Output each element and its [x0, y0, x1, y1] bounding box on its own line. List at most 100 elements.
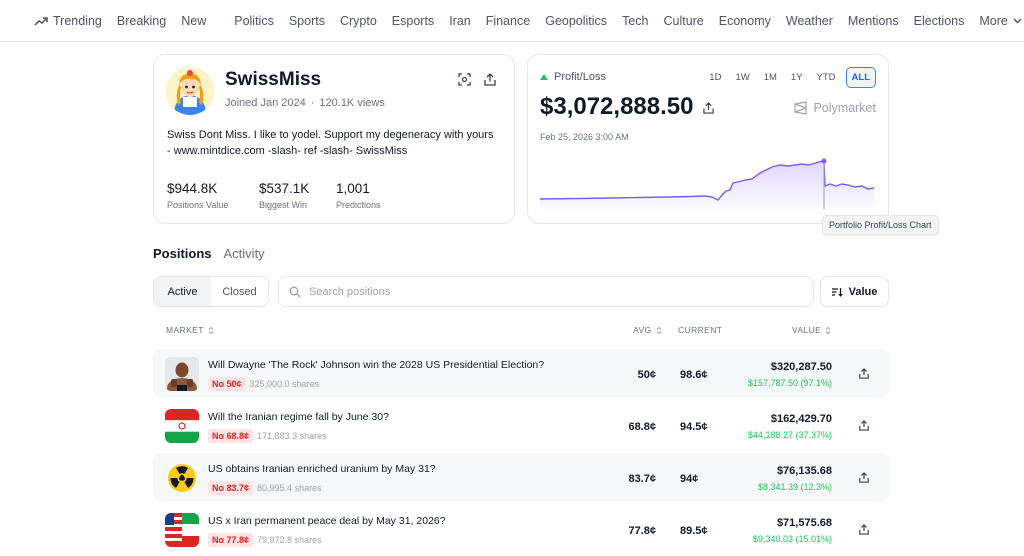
- share-profile-button[interactable]: [482, 71, 498, 87]
- nav-category-elections[interactable]: Elections: [913, 13, 965, 28]
- market-title[interactable]: US x Iran permanent peace deal by May 31…: [208, 515, 446, 527]
- filter-closed-button[interactable]: Closed: [222, 285, 257, 298]
- column-header-market[interactable]: MARKET: [166, 325, 214, 335]
- current-price: 94¢: [680, 473, 699, 485]
- tab-positions[interactable]: Positions: [153, 246, 212, 261]
- nav-category-economy[interactable]: Economy: [718, 13, 771, 28]
- column-header-current[interactable]: CURRENT: [678, 325, 723, 335]
- position-row[interactable]: US x Iran permanent peace deal by May 31…: [153, 505, 889, 553]
- nav-category-tech[interactable]: Tech: [622, 13, 649, 28]
- position-gain: $157,787.50 (97.1%): [747, 378, 832, 388]
- share-icon: [859, 419, 869, 431]
- share-position-button[interactable]: [857, 418, 871, 432]
- position-gain: $8,341.39 (12.3%): [757, 482, 832, 492]
- range-1m[interactable]: 1M: [763, 72, 777, 83]
- search-box: [278, 276, 814, 307]
- nav-category-politics[interactable]: Politics: [234, 13, 274, 28]
- profit-loss-card: Profit/Loss 1D 1W 1M 1Y YTD ALL $3,072,8…: [527, 54, 889, 224]
- market-title[interactable]: US obtains Iranian enriched uranium by M…: [208, 463, 436, 475]
- pnl-chart-line: [540, 160, 875, 201]
- chart-tooltip: Portfolio Profit/Loss Chart: [822, 215, 939, 235]
- range-1d[interactable]: 1D: [709, 72, 722, 83]
- pnl-amount-value: $3,072,888.50: [540, 93, 694, 120]
- nav-category-mentions[interactable]: Mentions: [847, 13, 899, 28]
- nav-category-geopolitics[interactable]: Geopolitics: [545, 13, 608, 28]
- avg-price: 77.8¢: [628, 525, 656, 537]
- nav-trending-label: Trending: [53, 13, 102, 28]
- range-all[interactable]: ALL: [845, 67, 876, 88]
- share-position-button[interactable]: [857, 522, 871, 536]
- stat-value: $537.1K: [259, 181, 310, 196]
- outcome-badge: No 83.7¢: [208, 481, 254, 495]
- stat-predictions: 1,001 Predictions: [336, 181, 381, 210]
- scan-profile-button[interactable]: [456, 71, 472, 87]
- nav-more-label: More: [979, 13, 1008, 28]
- nav-new[interactable]: New: [181, 13, 207, 28]
- pnl-label: Profit/Loss: [540, 71, 606, 83]
- market-title[interactable]: Will Dwayne 'The Rock' Johnson win the 2…: [208, 359, 545, 371]
- share-count: 171,883.3 shares: [257, 431, 327, 441]
- nav-category-finance[interactable]: Finance: [485, 13, 531, 28]
- nav-category-esports[interactable]: Esports: [391, 13, 435, 28]
- share-count: 325,000.0 shares: [249, 379, 320, 389]
- rock-icon: [165, 357, 199, 391]
- position-gain: $44,188.27 (37.37%): [747, 430, 832, 440]
- share-icon: [859, 523, 869, 535]
- scan-icon: [457, 72, 471, 86]
- position-row[interactable]: Will Dwayne 'The Rock' Johnson win the 2…: [153, 349, 889, 397]
- nav-breaking[interactable]: Breaking: [116, 13, 167, 28]
- chevron-down-icon: [1013, 18, 1022, 23]
- stat-label: Predictions: [336, 200, 381, 210]
- position-value: $71,575.68: [776, 517, 832, 529]
- filter-active-button[interactable]: Active: [154, 277, 211, 306]
- sort-toggle-icon: [656, 326, 661, 334]
- stat-label: Positions Value: [167, 200, 229, 210]
- nav-more[interactable]: More: [979, 13, 1022, 28]
- profile-bio: Swiss Dont Miss. I like to yodel. Suppor…: [167, 129, 494, 157]
- position-row[interactable]: US obtains Iranian enriched uranium by M…: [153, 453, 889, 501]
- avatar: [166, 67, 214, 115]
- position-meta: No 77.8¢ 79,972.8 shares: [208, 533, 322, 547]
- pnl-date: Feb 25, 2026 3:00 AM: [540, 132, 629, 142]
- range-selector: 1D 1W 1M 1Y YTD ALL: [695, 67, 876, 88]
- search-input[interactable]: [309, 285, 789, 298]
- share-position-button[interactable]: [857, 470, 871, 484]
- range-1w[interactable]: 1W: [735, 72, 750, 83]
- pnl-chart-area: [540, 161, 874, 209]
- column-header-avg[interactable]: AVG: [633, 325, 662, 335]
- brand-name: Polymarket: [813, 101, 876, 115]
- position-value: $320,287.50: [770, 361, 832, 373]
- share-count: 80,995.4 shares: [257, 483, 322, 493]
- nav-category-weather[interactable]: Weather: [785, 13, 833, 28]
- position-row[interactable]: Will the Iranian regime fall by June 30?…: [153, 401, 889, 449]
- share-count: 79,972.8 shares: [257, 535, 322, 545]
- nav-category-crypto[interactable]: Crypto: [339, 13, 377, 28]
- nav-category-sports[interactable]: Sports: [288, 13, 325, 28]
- pnl-label-text: Profit/Loss: [554, 71, 606, 83]
- range-ytd[interactable]: YTD: [816, 72, 836, 83]
- stat-value: $944.8K: [167, 181, 218, 196]
- nav-category-culture[interactable]: Culture: [663, 13, 704, 28]
- meta-separator: ·: [310, 97, 315, 109]
- current-price: 98.6¢: [680, 369, 708, 381]
- share-pnl-button[interactable]: [703, 93, 715, 121]
- brand-watermark: Polymarket: [794, 101, 876, 115]
- column-header-value[interactable]: VALUE: [792, 325, 831, 335]
- outcome-badge: No 68.8¢: [208, 429, 254, 443]
- nav-trending[interactable]: Trending: [34, 14, 102, 28]
- position-value: $76,135.68: [776, 465, 832, 477]
- sort-toggle-icon: [825, 326, 831, 334]
- tab-activity[interactable]: Activity: [223, 246, 265, 261]
- nav-category-iran[interactable]: Iran: [449, 13, 471, 28]
- share-icon: [859, 471, 869, 483]
- range-1y[interactable]: 1Y: [790, 72, 803, 83]
- position-value: $162,429.70: [770, 413, 832, 425]
- position-meta: No 68.8¢ 171,883.3 shares: [208, 429, 327, 443]
- pnl-chart[interactable]: [540, 153, 876, 209]
- market-title[interactable]: Will the Iranian regime fall by June 30?: [208, 411, 389, 423]
- status-toggle: Active Closed: [153, 276, 269, 307]
- trending-icon: [34, 16, 48, 26]
- iran-flag-icon: [165, 409, 199, 443]
- share-position-button[interactable]: [857, 366, 871, 380]
- sort-button[interactable]: Value: [820, 276, 889, 307]
